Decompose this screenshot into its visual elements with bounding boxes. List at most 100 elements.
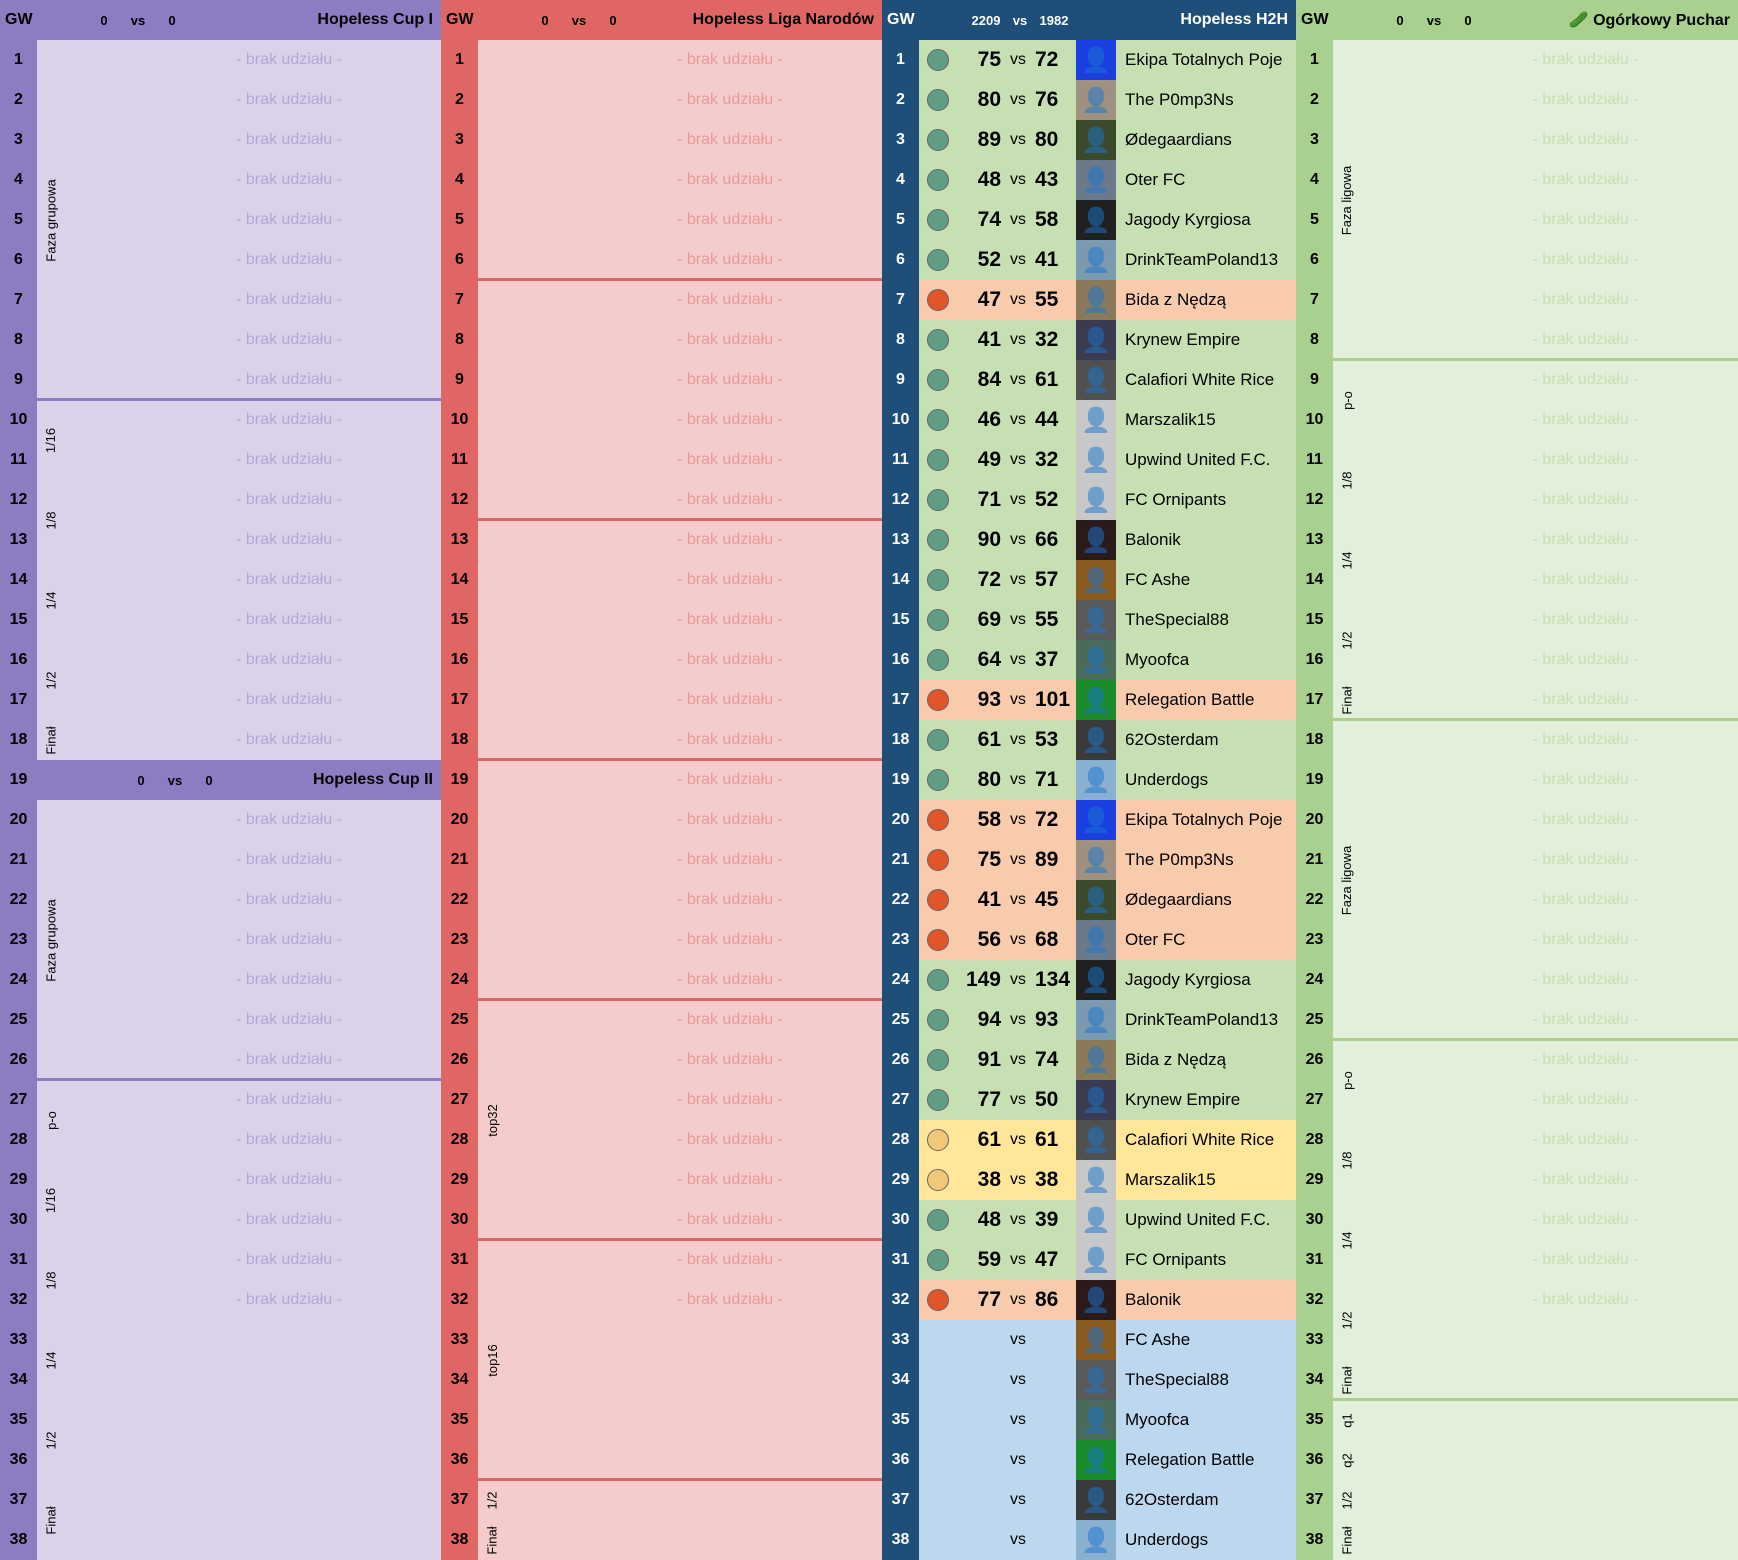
- match-cell: - brak udziału -: [236, 1251, 342, 1268]
- opponent-name[interactable]: Krynew Empire: [1125, 330, 1241, 349]
- opponent-name[interactable]: Balonik: [1125, 1290, 1181, 1309]
- opponent-name[interactable]: Underdogs: [1125, 770, 1209, 789]
- pickle-header: GW 0 vs 0 🥒 Ogórkowy Puchar: [1296, 0, 1738, 40]
- gameweek-row: 11 - brak udziału -: [441, 440, 882, 480]
- gameweek-number: 27: [441, 1080, 478, 1120]
- vs-label: vs: [130, 12, 146, 28]
- match-cell: - brak udziału -: [1532, 1211, 1639, 1228]
- opponent-name[interactable]: Upwind United F.C.: [1125, 450, 1271, 469]
- gameweek-row: 9 - brak udziału -: [0, 360, 441, 400]
- opponent-name[interactable]: DrinkTeamPoland13: [1125, 250, 1279, 269]
- gameweek-row: 33: [0, 1320, 441, 1360]
- gameweek-number: 9: [882, 360, 919, 400]
- score-against: 0: [609, 12, 617, 28]
- opponent-points: 32: [1035, 328, 1059, 351]
- opponent-name[interactable]: Calafiori White Rice: [1125, 370, 1275, 389]
- gameweek-number: 14: [882, 560, 919, 600]
- opponent-name[interactable]: FC Ornipants: [1125, 1250, 1227, 1269]
- h2h-match-row: 7 47 vs 55 👤 Bida z Nędzą: [882, 280, 1296, 320]
- opponent-name[interactable]: Ekipa Totalnych Poje: [1125, 50, 1283, 69]
- match-cell: [1333, 1440, 1738, 1480]
- person-icon: 👤: [1081, 446, 1111, 474]
- match-cell: - brak udziału -: [677, 571, 783, 588]
- result-indicator-icon: [927, 249, 949, 271]
- opponent-name[interactable]: 62Osterdam: [1125, 1490, 1219, 1509]
- match-cell: - brak udziału -: [677, 1011, 783, 1028]
- opponent-avatar: 👤: [1076, 1400, 1116, 1440]
- opponent-name[interactable]: Upwind United F.C.: [1125, 1210, 1271, 1229]
- opponent-name[interactable]: The P0mp3Ns: [1125, 90, 1234, 109]
- match-cell: - brak udziału -: [1532, 171, 1639, 188]
- opponent-points: 71: [1035, 768, 1059, 791]
- gameweek-number: 2: [441, 80, 478, 120]
- match-cell: - brak udziału -: [236, 1011, 342, 1028]
- opponent-name[interactable]: FC Ornipants: [1125, 490, 1227, 509]
- opponent-name[interactable]: Myoofca: [1125, 1410, 1190, 1429]
- gameweek-number: 17: [441, 680, 478, 720]
- opponent-points: 76: [1035, 88, 1059, 111]
- opponent-name[interactable]: FC Ashe: [1125, 1330, 1191, 1349]
- my-points: 49: [977, 448, 1001, 471]
- opponent-name[interactable]: Balonik: [1125, 530, 1181, 549]
- h2h-match-row: 30 48 vs 39 👤 Upwind United F.C.: [882, 1200, 1296, 1240]
- opponent-points: 45: [1035, 888, 1059, 911]
- opponent-name[interactable]: Marszalik15: [1125, 1170, 1216, 1189]
- opponent-name[interactable]: Oter FC: [1125, 170, 1186, 189]
- gameweek-row: 15 - brak udziału -: [1296, 600, 1738, 640]
- opponent-name[interactable]: Bida z Nędzą: [1125, 1050, 1227, 1069]
- opponent-name[interactable]: Marszalik15: [1125, 410, 1216, 429]
- h2h-match-row: 11 49 vs 32 👤 Upwind United F.C.: [882, 440, 1296, 480]
- gameweek-number: 24: [1296, 960, 1333, 1000]
- opponent-name[interactable]: DrinkTeamPoland13: [1125, 1010, 1279, 1029]
- opponent-avatar: 👤: [1076, 240, 1116, 280]
- match-cell: - brak udziału -: [1532, 251, 1639, 268]
- opponent-name[interactable]: TheSpecial88: [1125, 610, 1229, 629]
- stage-label: Finał: [43, 725, 59, 755]
- gameweek-number: 34: [1296, 1360, 1333, 1400]
- opponent-name[interactable]: TheSpecial88: [1125, 1370, 1229, 1389]
- result-indicator-icon: [927, 689, 949, 711]
- h2h-match-row: 13 90 vs 66 👤 Balonik: [882, 520, 1296, 560]
- vs-label: vs: [1010, 1051, 1026, 1068]
- opponent-name[interactable]: FC Ashe: [1125, 570, 1191, 589]
- vs-label: vs: [1010, 691, 1026, 708]
- opponent-name[interactable]: Myoofca: [1125, 650, 1190, 669]
- opponent-name[interactable]: The P0mp3Ns: [1125, 850, 1234, 869]
- gameweek-row: 24 - brak udziału -: [1296, 960, 1738, 1000]
- opponent-name[interactable]: Ødegaardians: [1125, 130, 1232, 149]
- result-indicator-icon: [927, 889, 949, 911]
- opponent-name[interactable]: Ødegaardians: [1125, 890, 1232, 909]
- opponent-name[interactable]: Krynew Empire: [1125, 1090, 1241, 1109]
- gameweek-number: 23: [1296, 920, 1333, 960]
- opponent-name[interactable]: Relegation Battle: [1125, 1450, 1255, 1469]
- opponent-name[interactable]: Oter FC: [1125, 930, 1186, 949]
- stage-separator: [1333, 718, 1738, 721]
- opponent-name[interactable]: Calafiori White Rice: [1125, 1130, 1275, 1149]
- gameweek-number: 5: [0, 200, 37, 240]
- match-cell: - brak udziału -: [236, 291, 342, 308]
- vs-label: vs: [1010, 131, 1026, 148]
- gameweek-number: 1: [1296, 40, 1333, 80]
- gameweek-row: 10 - brak udziału -: [0, 400, 441, 440]
- opponent-name[interactable]: Bida z Nędzą: [1125, 290, 1227, 309]
- stage-label: Finał: [1339, 1365, 1355, 1395]
- gameweek-number: 2: [0, 80, 37, 120]
- opponent-name[interactable]: Underdogs: [1125, 1530, 1209, 1549]
- gameweek-row: 16 - brak udziału -: [441, 640, 882, 680]
- opponent-name[interactable]: 62Osterdam: [1125, 730, 1219, 749]
- opponent-name[interactable]: Jagody Kyrgiosa: [1125, 210, 1251, 229]
- opponent-name[interactable]: Relegation Battle: [1125, 690, 1255, 709]
- opponent-name[interactable]: Ekipa Totalnych Poje: [1125, 810, 1283, 829]
- my-points: 59: [977, 1248, 1001, 1271]
- match-cell: - brak udziału -: [677, 251, 783, 268]
- h2h-match-row: 23 56 vs 68 👤 Oter FC: [882, 920, 1296, 960]
- match-cell: - brak udziału -: [236, 91, 342, 108]
- opponent-avatar: 👤: [1076, 1000, 1116, 1040]
- gameweek-row: 16 - brak udziału -: [1296, 640, 1738, 680]
- h2h-match-row: 34 vs 👤 TheSpecial88: [882, 1360, 1296, 1400]
- gameweek-number: 30: [882, 1200, 919, 1240]
- match-cell: - brak udziału -: [1532, 691, 1639, 708]
- opponent-name[interactable]: Jagody Kyrgiosa: [1125, 970, 1251, 989]
- gameweek-number: 10: [1296, 400, 1333, 440]
- match-cell: - brak udziału -: [1532, 731, 1639, 748]
